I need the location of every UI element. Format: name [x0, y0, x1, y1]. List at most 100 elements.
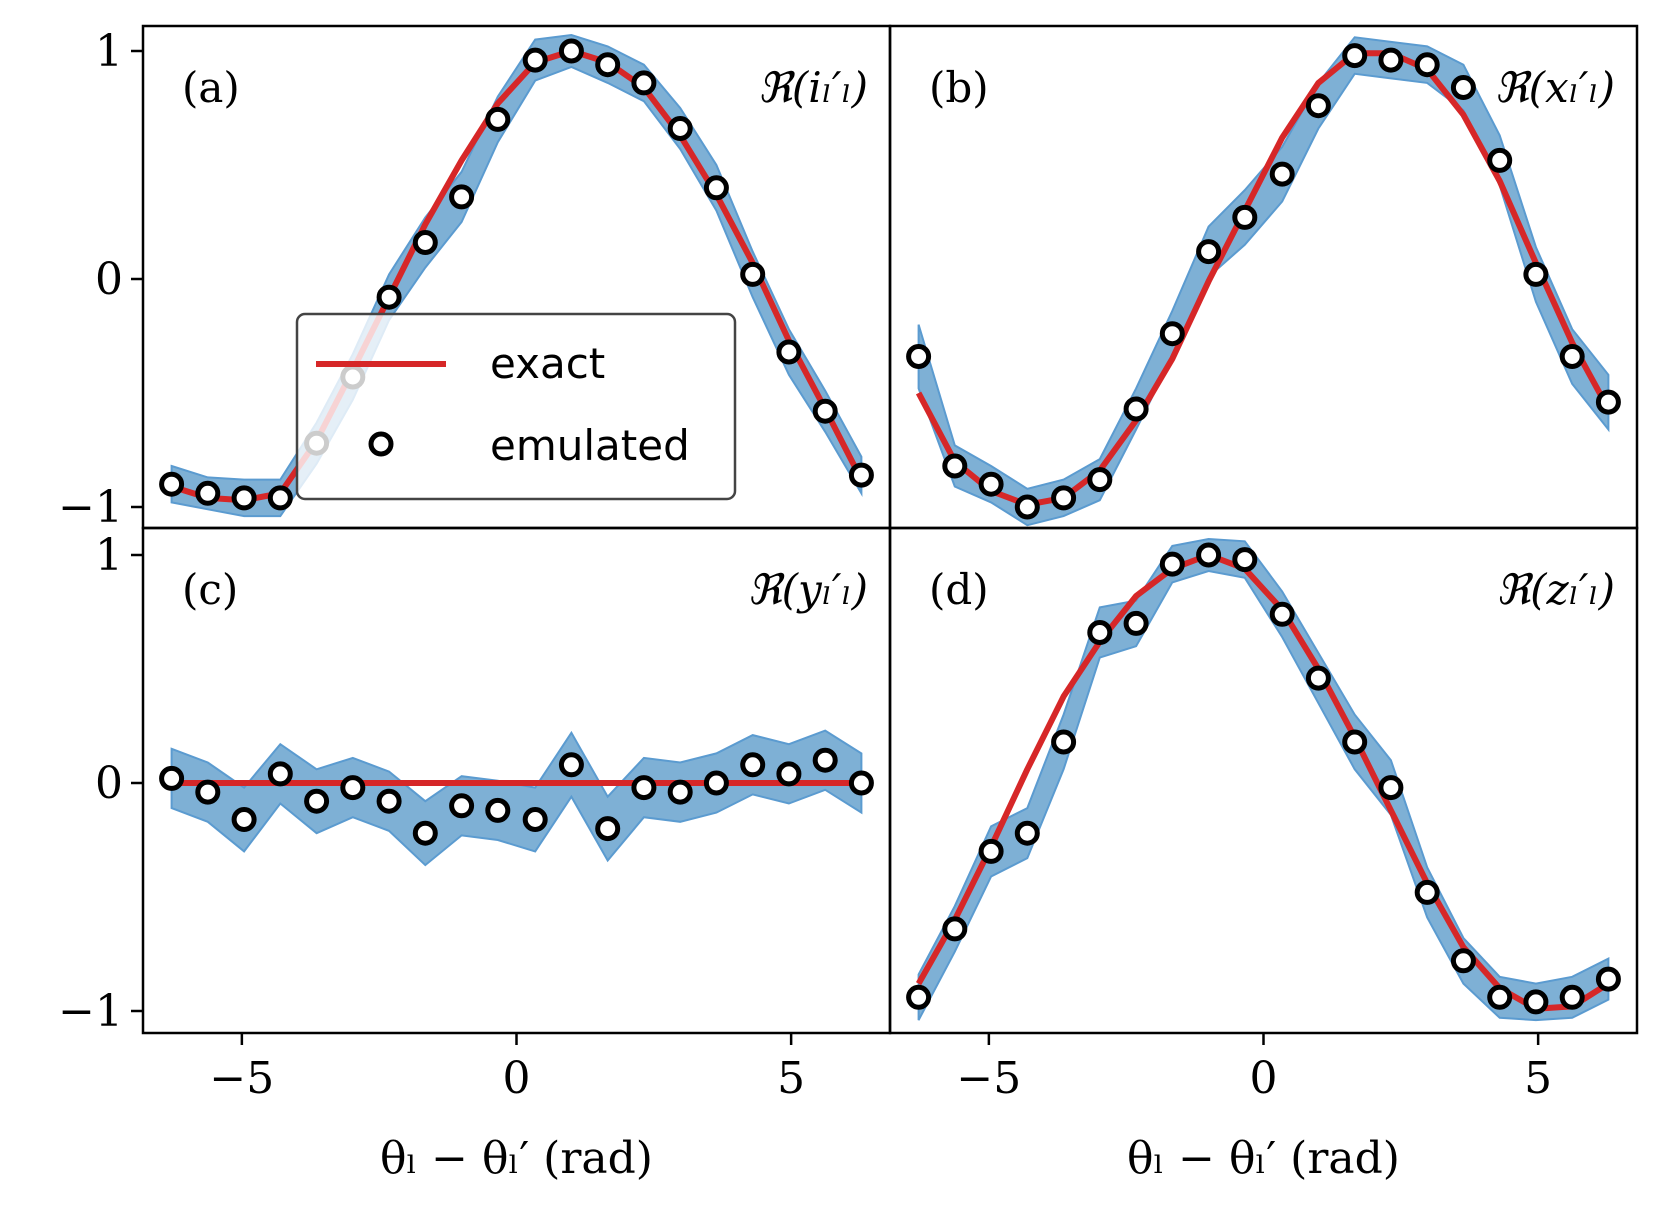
- emulated-point: [1378, 775, 1404, 801]
- emulated-point: [812, 398, 838, 424]
- y-tick-label: 0: [95, 758, 123, 809]
- panel-3: −1 0 1 −5 0 5 θₗ − θₗ′ (rad) (c) ℜ(yₗ′ₗ): [58, 526, 892, 1184]
- emulated-point: [340, 775, 366, 801]
- x-tick-label: 5: [777, 1053, 805, 1104]
- emulated-point: [159, 765, 185, 791]
- series-label: ℜ(iₗ′ₗ): [758, 63, 868, 112]
- legend-box: [295, 312, 737, 501]
- emulated-point: [942, 453, 968, 479]
- legend-exact-label: exact: [490, 339, 605, 388]
- emulated-point: [812, 747, 838, 773]
- emulated-point: [485, 797, 511, 823]
- x-axis-label: θₗ − θₗ′ (rad): [380, 1133, 653, 1184]
- emulated-point: [978, 838, 1004, 864]
- emulated-point: [1595, 966, 1621, 992]
- emulated-point: [1232, 204, 1258, 230]
- emulated-point: [740, 752, 766, 778]
- emulated-point: [304, 788, 330, 814]
- legend-emulated-marker: [368, 431, 394, 457]
- emulated-point: [522, 807, 548, 832]
- emulated-point: [1051, 729, 1077, 755]
- emulated-point: [906, 984, 932, 1010]
- emulated-point: [1087, 467, 1113, 493]
- emulated-point: [231, 807, 257, 832]
- exact-line: [915, 552, 1610, 1012]
- emulated-point: [1159, 551, 1185, 577]
- panel-tag: (b): [929, 63, 989, 112]
- emulated-point: [1342, 43, 1368, 69]
- emulated-point: [631, 775, 657, 801]
- y-tick-label: 1: [95, 530, 123, 581]
- series-label: ℜ(yₗ′ₗ): [747, 565, 868, 614]
- x-tick-label: 5: [1524, 1053, 1552, 1104]
- emulated-point: [776, 761, 802, 787]
- panel-4: −5 0 5 θₗ − θₗ′ (rad) (d) ℜ(zₗ′ₗ): [888, 526, 1639, 1184]
- emulated-point: [449, 184, 475, 210]
- emulated-point: [195, 480, 221, 506]
- emulated-point: [376, 284, 402, 310]
- y-tick-label: −1: [58, 986, 123, 1037]
- legend: exact emulated: [295, 312, 737, 501]
- emulated-point: [776, 339, 802, 365]
- x-tick-label: 0: [1250, 1053, 1278, 1104]
- exact-line: [915, 50, 1612, 508]
- plot-area-3: [159, 729, 874, 867]
- emulated-point: [906, 344, 932, 369]
- emulated-point: [412, 230, 438, 255]
- emulated-point: [595, 52, 621, 78]
- emulated-point: [1232, 547, 1258, 573]
- emulated-point: [703, 770, 729, 796]
- panel-tag: (c): [182, 565, 238, 614]
- emulated-point: [1087, 620, 1113, 645]
- emulated-point: [267, 761, 293, 787]
- emulated-point: [703, 175, 729, 201]
- plot-area-4: [906, 537, 1621, 1022]
- emulated-point: [449, 793, 475, 819]
- legend-emulated-label: emulated: [490, 421, 690, 470]
- emulated-point: [1378, 47, 1404, 73]
- emulated-point: [485, 106, 511, 132]
- emulated-point: [1523, 989, 1549, 1015]
- emulated-point: [1487, 984, 1513, 1010]
- emulated-point: [1450, 948, 1476, 974]
- emulated-point: [1450, 75, 1476, 100]
- exact-line: [170, 48, 865, 504]
- emulated-point: [1159, 321, 1185, 347]
- emulated-point: [558, 38, 584, 64]
- emulated-point: [1305, 93, 1331, 119]
- panel-tag: (d): [929, 565, 989, 614]
- emulated-point: [1123, 610, 1149, 636]
- panel-2: (b) ℜ(xₗ′ₗ): [888, 24, 1639, 530]
- emulated-point: [1051, 485, 1077, 511]
- plot-area-2: [906, 36, 1621, 527]
- emulated-point: [1414, 879, 1440, 905]
- emulated-point: [1559, 344, 1585, 369]
- emulated-point: [1523, 261, 1549, 287]
- emulated-point: [267, 485, 293, 511]
- emulated-point: [159, 471, 185, 497]
- emulated-point: [558, 752, 584, 778]
- emulated-point: [595, 816, 621, 842]
- emulated-point: [740, 261, 766, 287]
- emulated-point: [231, 485, 257, 511]
- emulated-point: [1196, 239, 1222, 265]
- x-tick-label: 0: [503, 1053, 531, 1104]
- series-label: ℜ(xₗ′ₗ): [1494, 63, 1615, 112]
- emulated-point: [1305, 665, 1331, 691]
- emulated-point: [1014, 494, 1040, 520]
- emulated-point: [848, 462, 874, 488]
- emulated-point: [1414, 52, 1440, 78]
- emulated-point: [667, 116, 693, 141]
- y-tick-label: 1: [95, 26, 123, 77]
- emulated-point: [1269, 601, 1295, 627]
- y-tick-label: 0: [95, 254, 123, 305]
- x-axis-label: θₗ − θₗ′ (rad): [1127, 1133, 1400, 1184]
- emulated-point: [848, 770, 874, 796]
- emulated-point: [1342, 729, 1368, 755]
- y-tick-label: −1: [58, 482, 123, 533]
- uncertainty-band: [170, 729, 863, 867]
- emulated-point: [1595, 389, 1621, 415]
- emulated-point: [412, 820, 438, 846]
- emulated-point: [942, 916, 968, 942]
